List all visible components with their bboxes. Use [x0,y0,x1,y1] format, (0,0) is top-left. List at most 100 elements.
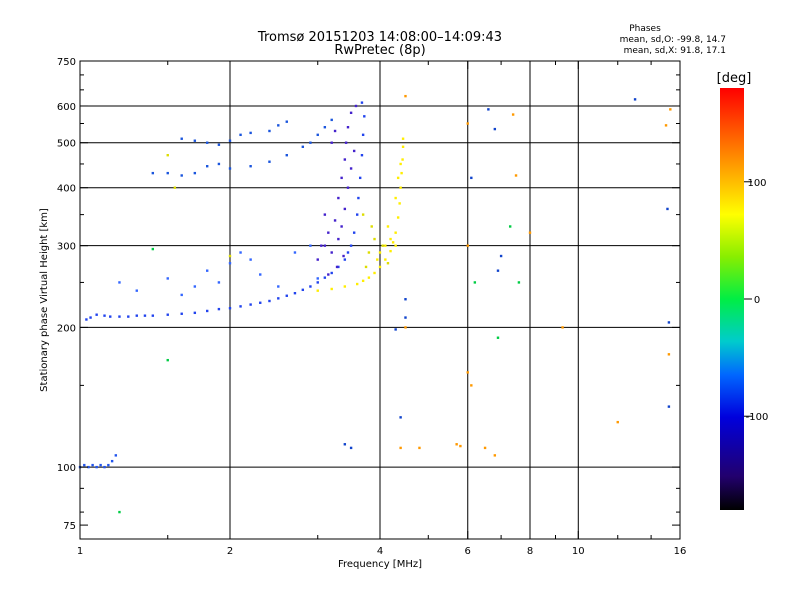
data-point [193,139,197,142]
data-point [514,174,518,177]
data-point [381,244,384,247]
data-point [344,141,348,144]
data-point [666,207,669,211]
data-point [373,271,376,275]
data-point [95,465,98,469]
y-tick-label: 300 [57,242,76,253]
data-point [466,244,469,247]
data-point [400,171,403,175]
data-point [316,258,319,261]
data-point [470,384,473,387]
data-point [320,244,323,247]
y-tick-label: 600 [57,102,76,113]
data-point [401,137,405,140]
data-point [394,328,397,331]
data-point [391,241,395,244]
data-point [301,145,305,148]
data-point [360,101,364,104]
data-point [330,118,333,122]
y-tick-label: 200 [57,323,76,334]
data-point [343,207,347,211]
grid-lines [80,61,680,539]
data-point [323,213,327,216]
data-point [114,454,118,457]
data-point [667,353,671,356]
data-point [316,133,319,137]
axis-ticks [79,60,681,539]
data-point [396,216,400,219]
data-point [487,108,490,111]
data-point [166,171,169,175]
data-point [316,289,319,292]
data-point [217,307,221,311]
colorbar-tick-label: 100 [747,178,766,189]
data-point [466,122,469,125]
data-point [508,225,512,228]
data-point [151,171,155,175]
data-points [78,94,672,514]
data-point [343,258,347,261]
data-point [330,141,333,144]
x-tick-label: 8 [527,546,533,557]
data-point [118,510,121,514]
y-tick-label: 400 [57,184,76,195]
data-point [394,231,397,234]
data-point [323,126,327,129]
data-point [217,162,221,166]
data-point [346,251,350,254]
data-point [330,251,333,254]
data-point [378,265,382,269]
data-point [418,446,421,450]
data-point [293,251,297,254]
data-point [103,465,106,469]
data-point [373,237,376,241]
data-point [401,158,404,161]
data-point [340,176,343,180]
data-point [466,371,469,374]
data-point [228,262,232,265]
data-point [259,273,262,276]
data-point [239,251,242,254]
data-point [135,289,138,292]
data-point [301,288,305,292]
data-point [561,326,564,329]
data-point [496,336,500,339]
data-point [180,293,183,297]
stats-heading: Phases [629,24,661,34]
data-point [399,416,402,419]
data-point [217,281,221,284]
data-point [349,244,353,247]
data-point [667,405,671,408]
data-point [355,213,359,216]
data-point [361,133,365,137]
data-point [352,231,356,234]
data-point [259,301,262,304]
data-point [293,291,297,295]
data-point [239,133,242,137]
data-point [384,258,387,261]
data-point [118,281,121,284]
data-point [343,285,347,288]
stats-line-x: mean, sd,X: 91.8, 17.1 [624,46,726,56]
data-point [404,94,407,98]
data-point [205,269,209,272]
x-tick-label: 10 [572,546,585,557]
y-tick-label: 500 [57,139,76,150]
data-point [349,111,353,115]
data-point [399,162,402,166]
stats-line-o: mean, sd,O: -99.8, 14.7 [620,35,726,45]
data-point [633,98,637,101]
data-point [394,244,397,247]
data-point [404,326,407,329]
data-point [107,463,110,467]
data-point [667,321,671,324]
data-point [363,115,366,118]
data-point [95,313,98,316]
colorbar: [deg] 100 0 -100 [717,71,768,510]
x-tick-label: 16 [674,546,687,557]
data-point [228,254,232,258]
data-point [277,297,280,300]
data-point [361,279,365,283]
data-point [396,176,400,180]
data-point [249,165,252,168]
